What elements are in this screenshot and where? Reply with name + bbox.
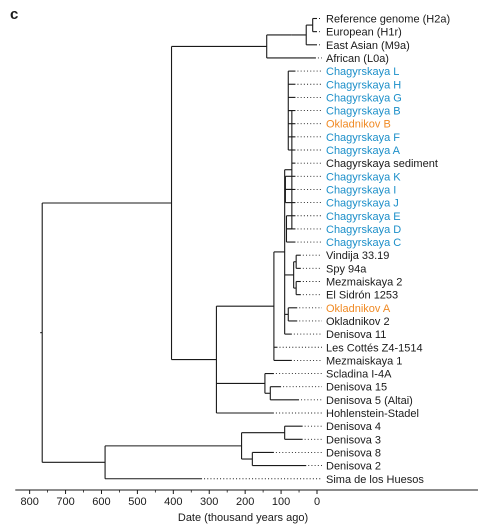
tip-label: Chagyrskaya K	[326, 171, 401, 183]
axis-tick-label: 100	[272, 496, 290, 508]
tip-label: Chagyrskaya C	[326, 237, 401, 249]
tip-label: Chagyrskaya F	[326, 132, 400, 144]
axis-tick-label: 300	[200, 496, 218, 508]
tip-label: Mezmaiskaya 2	[326, 277, 402, 289]
axis-title: Date (thousand years ago)	[177, 512, 309, 524]
tip-label: Chagyrskaya B	[326, 106, 401, 118]
tip-label: Chagyrskaya E	[326, 211, 401, 223]
tip-label: Okladnikov B	[326, 119, 391, 131]
tip-label: Denisova 11	[326, 329, 386, 341]
tip-label: Hohlenstein-Stadel	[326, 408, 419, 420]
tip-label: Okladnikov 2	[326, 316, 390, 328]
tip-label: Chagyrskaya sediment	[326, 158, 438, 170]
tip-label: Vindija 33.19	[326, 250, 389, 262]
tip-label: Denisova 8	[326, 447, 381, 459]
axis-tick-label: 700	[56, 496, 74, 508]
tip-label: European (H1r)	[326, 27, 402, 39]
tip-label: Reference genome (H2a)	[326, 14, 450, 26]
tip-label: Spy 94a	[326, 263, 367, 275]
tip-label: El Sidrón 1253	[326, 290, 398, 302]
tip-label: African (L0a)	[326, 53, 389, 65]
tip-label: Chagyrskaya I	[326, 184, 396, 196]
tip-label: Denisova 4	[326, 421, 381, 433]
axis-tick-label: 800	[20, 496, 38, 508]
tip-label: Chagyrskaya H	[326, 79, 401, 91]
tip-label: Denisova 2	[326, 461, 381, 473]
time-axis: 800 700 600 500 400 300 200 100 0	[15, 489, 478, 508]
tip-connectors	[204, 18, 322, 480]
tip-label: Chagyrskaya L	[326, 66, 399, 78]
tip-label: East Asian (M9a)	[326, 40, 410, 52]
tip-label: Sima de los Huesos	[326, 474, 424, 486]
axis-tick-label: 600	[92, 496, 110, 508]
tip-label: Okladnikov A	[326, 303, 391, 315]
tree-branches	[40, 17, 317, 480]
tip-label: Denisova 5 (Altai)	[326, 395, 413, 407]
panel-label: c	[10, 6, 19, 23]
axis-tick-label: 0	[314, 496, 320, 508]
tip-label: Les Cottés Z4-1514	[326, 342, 423, 354]
tip-label: Chagyrskaya J	[326, 198, 399, 210]
tip-label: Denisova 3	[326, 434, 381, 446]
tip-label: Chagyrskaya G	[326, 92, 402, 104]
tip-label: Denisova 15	[326, 382, 387, 394]
axis-tick-label: 200	[236, 496, 254, 508]
tip-label: Chagyrskaya A	[326, 145, 401, 157]
axis-tick-label: 400	[164, 496, 182, 508]
tip-labels: Reference genome (H2a)European (H1r)East…	[326, 14, 450, 486]
tip-label: Mezmaiskaya 1	[326, 355, 402, 367]
tip-label: Scladina I-4A	[326, 369, 392, 381]
axis-tick-label: 500	[128, 496, 146, 508]
tip-label: Chagyrskaya D	[326, 224, 401, 236]
